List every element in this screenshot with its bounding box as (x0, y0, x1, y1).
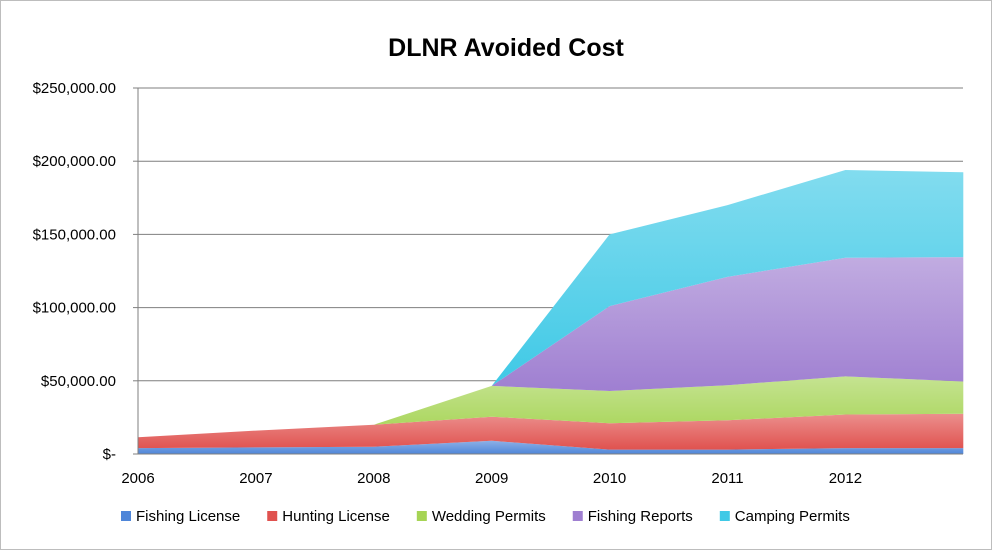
series-areas (138, 170, 964, 454)
y-tick-label: $100,000.00 (33, 300, 116, 317)
x-tick-label: 2008 (357, 470, 390, 487)
y-tick-label: $200,000.00 (33, 153, 116, 170)
y-tick-label: $250,000.00 (33, 80, 116, 97)
x-axis-tick-labels: 2006 2007 2008 2009 2010 2011 2012 (121, 470, 862, 487)
chart-title: DLNR Avoided Cost (388, 34, 624, 62)
x-tick-label: 2009 (475, 470, 508, 487)
series-area-wedding-permits (138, 376, 964, 438)
legend-label-camping-permits: Camping Permits (735, 508, 850, 525)
x-tick-label: 2012 (829, 470, 862, 487)
series-area-fishing-license (138, 440, 964, 454)
legend-swatch-fishing-reports (572, 511, 583, 521)
series-area-fishing-reports (491, 257, 964, 391)
legend-label-wedding-permits: Wedding Permits (432, 508, 546, 525)
x-tick-label: 2006 (121, 470, 154, 487)
y-tick-label: $150,000.00 (33, 226, 116, 243)
legend-label-fishing-license: Fishing License (136, 508, 240, 525)
legend: Fishing License Hunting License Wedding Pe… (121, 508, 850, 525)
series-area-camping-permits (491, 170, 964, 386)
y-tick-label: $50,000.00 (41, 373, 116, 390)
legend-swatch-fishing-license (121, 511, 131, 521)
y-tick-label: $- (103, 446, 116, 463)
axes (133, 87, 963, 455)
y-axis-tick-labels: $- $50,000.00 $100,000.00 $150,000.00 $200,0… (33, 80, 116, 463)
legend-swatch-hunting-license (267, 511, 278, 521)
legend-label-hunting-license: Hunting License (282, 508, 390, 525)
x-tick-label: 2011 (711, 470, 743, 487)
legend-swatch-wedding-permits (416, 511, 427, 521)
series-area-hunting-license (138, 413, 964, 450)
legend-label-fishing-reports: Fishing Reports (588, 508, 693, 525)
x-tick-label: 2007 (239, 470, 272, 487)
legend-swatch-camping-permits (719, 511, 730, 521)
x-tick-label: 2010 (593, 470, 626, 487)
